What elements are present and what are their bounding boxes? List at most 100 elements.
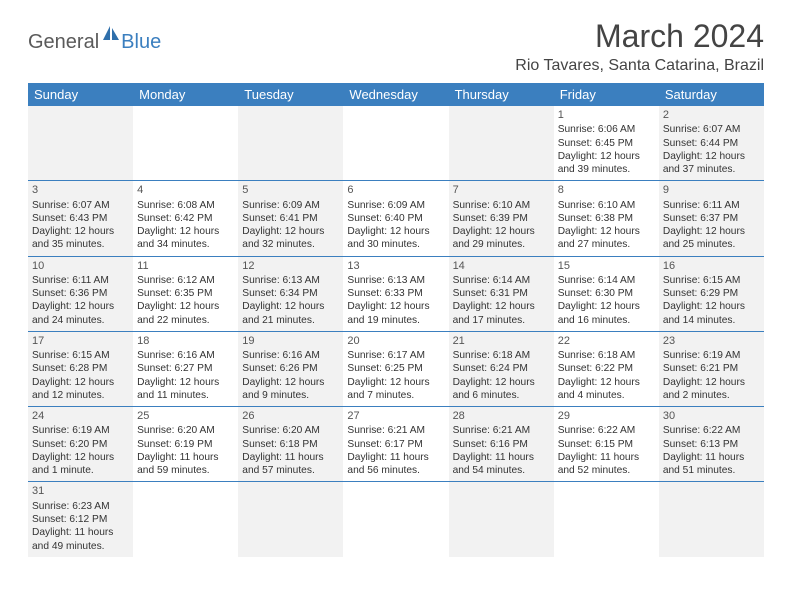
sunset-text: Sunset: 6:31 PM xyxy=(453,287,550,300)
day-cell: 21Sunrise: 6:18 AMSunset: 6:24 PMDayligh… xyxy=(449,332,554,406)
title-block: March 2024 Rio Tavares, Santa Catarina, … xyxy=(515,18,764,75)
daylight2-text: and 59 minutes. xyxy=(137,464,234,477)
day-number: 19 xyxy=(242,334,339,348)
day-number: 3 xyxy=(32,183,129,197)
daylight1-text: Daylight: 12 hours xyxy=(453,225,550,238)
sunset-text: Sunset: 6:17 PM xyxy=(347,438,444,451)
sunset-text: Sunset: 6:29 PM xyxy=(663,287,760,300)
sunrise-text: Sunrise: 6:09 AM xyxy=(242,199,339,212)
sunrise-text: Sunrise: 6:22 AM xyxy=(558,424,655,437)
daylight2-text: and 7 minutes. xyxy=(347,389,444,402)
daylight1-text: Daylight: 12 hours xyxy=(558,376,655,389)
daylight2-text: and 24 minutes. xyxy=(32,314,129,327)
brand-logo: General Blue xyxy=(28,18,161,61)
sunset-text: Sunset: 6:44 PM xyxy=(663,137,760,150)
day-number: 12 xyxy=(242,259,339,273)
daylight1-text: Daylight: 12 hours xyxy=(558,150,655,163)
daylight1-text: Daylight: 11 hours xyxy=(558,451,655,464)
sunrise-text: Sunrise: 6:21 AM xyxy=(347,424,444,437)
daylight1-text: Daylight: 12 hours xyxy=(453,300,550,313)
day-number: 24 xyxy=(32,409,129,423)
weeks-container: 1Sunrise: 6:06 AMSunset: 6:45 PMDaylight… xyxy=(28,106,764,557)
day-cell: 11Sunrise: 6:12 AMSunset: 6:35 PMDayligh… xyxy=(133,257,238,331)
day-number: 2 xyxy=(663,108,760,122)
week-row: 1Sunrise: 6:06 AMSunset: 6:45 PMDaylight… xyxy=(28,106,764,181)
daylight2-text: and 9 minutes. xyxy=(242,389,339,402)
weekday-friday: Friday xyxy=(554,83,659,106)
week-row: 24Sunrise: 6:19 AMSunset: 6:20 PMDayligh… xyxy=(28,407,764,482)
day-number: 18 xyxy=(137,334,234,348)
daylight2-text: and 25 minutes. xyxy=(663,238,760,251)
day-number: 16 xyxy=(663,259,760,273)
day-cell xyxy=(449,482,554,556)
daylight1-text: Daylight: 12 hours xyxy=(32,225,129,238)
day-cell: 5Sunrise: 6:09 AMSunset: 6:41 PMDaylight… xyxy=(238,181,343,255)
daylight1-text: Daylight: 12 hours xyxy=(663,225,760,238)
day-cell: 29Sunrise: 6:22 AMSunset: 6:15 PMDayligh… xyxy=(554,407,659,481)
daylight1-text: Daylight: 12 hours xyxy=(32,451,129,464)
brand-part2: Blue xyxy=(121,31,161,54)
daylight1-text: Daylight: 12 hours xyxy=(347,300,444,313)
day-cell: 25Sunrise: 6:20 AMSunset: 6:19 PMDayligh… xyxy=(133,407,238,481)
weekday-tuesday: Tuesday xyxy=(238,83,343,106)
day-cell: 26Sunrise: 6:20 AMSunset: 6:18 PMDayligh… xyxy=(238,407,343,481)
sunrise-text: Sunrise: 6:16 AM xyxy=(242,349,339,362)
daylight2-text: and 11 minutes. xyxy=(137,389,234,402)
sunset-text: Sunset: 6:18 PM xyxy=(242,438,339,451)
week-row: 17Sunrise: 6:15 AMSunset: 6:28 PMDayligh… xyxy=(28,332,764,407)
daylight1-text: Daylight: 12 hours xyxy=(663,150,760,163)
sunrise-text: Sunrise: 6:21 AM xyxy=(453,424,550,437)
sunrise-text: Sunrise: 6:16 AM xyxy=(137,349,234,362)
daylight1-text: Daylight: 12 hours xyxy=(32,300,129,313)
daylight2-text: and 21 minutes. xyxy=(242,314,339,327)
daylight2-text: and 32 minutes. xyxy=(242,238,339,251)
daylight2-text: and 4 minutes. xyxy=(558,389,655,402)
day-cell: 27Sunrise: 6:21 AMSunset: 6:17 PMDayligh… xyxy=(343,407,448,481)
sunrise-text: Sunrise: 6:07 AM xyxy=(663,123,760,136)
daylight1-text: Daylight: 11 hours xyxy=(347,451,444,464)
daylight1-text: Daylight: 12 hours xyxy=(242,225,339,238)
day-cell: 19Sunrise: 6:16 AMSunset: 6:26 PMDayligh… xyxy=(238,332,343,406)
daylight1-text: Daylight: 12 hours xyxy=(347,376,444,389)
day-cell xyxy=(133,482,238,556)
day-number: 21 xyxy=(453,334,550,348)
day-cell: 10Sunrise: 6:11 AMSunset: 6:36 PMDayligh… xyxy=(28,257,133,331)
sunset-text: Sunset: 6:36 PM xyxy=(32,287,129,300)
sunset-text: Sunset: 6:37 PM xyxy=(663,212,760,225)
sunrise-text: Sunrise: 6:12 AM xyxy=(137,274,234,287)
daylight1-text: Daylight: 12 hours xyxy=(242,300,339,313)
daylight1-text: Daylight: 12 hours xyxy=(347,225,444,238)
daylight1-text: Daylight: 11 hours xyxy=(242,451,339,464)
sunrise-text: Sunrise: 6:13 AM xyxy=(242,274,339,287)
daylight1-text: Daylight: 12 hours xyxy=(453,376,550,389)
day-number: 13 xyxy=(347,259,444,273)
daylight1-text: Daylight: 11 hours xyxy=(453,451,550,464)
sunset-text: Sunset: 6:28 PM xyxy=(32,362,129,375)
day-number: 15 xyxy=(558,259,655,273)
day-cell: 6Sunrise: 6:09 AMSunset: 6:40 PMDaylight… xyxy=(343,181,448,255)
weekday-wednesday: Wednesday xyxy=(343,83,448,106)
sunset-text: Sunset: 6:33 PM xyxy=(347,287,444,300)
day-number: 31 xyxy=(32,484,129,498)
daylight2-text: and 37 minutes. xyxy=(663,163,760,176)
day-number: 27 xyxy=(347,409,444,423)
day-cell xyxy=(133,106,238,180)
day-number: 20 xyxy=(347,334,444,348)
day-cell: 22Sunrise: 6:18 AMSunset: 6:22 PMDayligh… xyxy=(554,332,659,406)
daylight1-text: Daylight: 12 hours xyxy=(32,376,129,389)
daylight2-text: and 49 minutes. xyxy=(32,540,129,553)
daylight1-text: Daylight: 12 hours xyxy=(558,225,655,238)
brand-part1: General xyxy=(28,31,99,54)
day-number: 28 xyxy=(453,409,550,423)
sunset-text: Sunset: 6:15 PM xyxy=(558,438,655,451)
day-cell: 18Sunrise: 6:16 AMSunset: 6:27 PMDayligh… xyxy=(133,332,238,406)
day-cell: 14Sunrise: 6:14 AMSunset: 6:31 PMDayligh… xyxy=(449,257,554,331)
day-cell: 16Sunrise: 6:15 AMSunset: 6:29 PMDayligh… xyxy=(659,257,764,331)
sunset-text: Sunset: 6:13 PM xyxy=(663,438,760,451)
daylight1-text: Daylight: 12 hours xyxy=(242,376,339,389)
daylight2-text: and 56 minutes. xyxy=(347,464,444,477)
daylight1-text: Daylight: 12 hours xyxy=(663,300,760,313)
sunset-text: Sunset: 6:41 PM xyxy=(242,212,339,225)
daylight1-text: Daylight: 12 hours xyxy=(137,300,234,313)
day-cell xyxy=(449,106,554,180)
